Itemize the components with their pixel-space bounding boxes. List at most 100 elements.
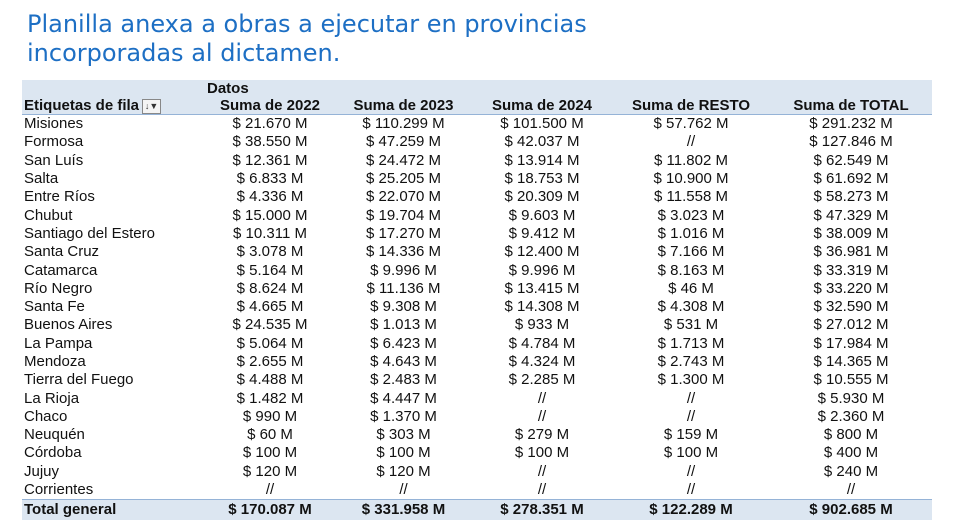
value-cell: $ 47.329 M: [813, 206, 889, 224]
value-cell: $ 10.900 M: [653, 170, 729, 188]
value-cell: $ 2.285 M: [508, 371, 576, 389]
value-cell: //: [686, 407, 696, 425]
group-header-row: Datos: [22, 80, 932, 97]
value-cell: $ 1.016 M: [657, 224, 725, 242]
value-cell: $ 240 M: [823, 462, 879, 480]
table-row: Chaco $ 990 M $ 1.370 M // // $ 2.360 M: [22, 408, 932, 426]
value-cell: $ 100 M: [514, 444, 570, 462]
value-cell: $ 331.958 M: [335, 499, 472, 521]
value-cell: $ 22.070 M: [365, 188, 442, 206]
value-cell: $ 27.012 M: [813, 316, 889, 334]
table-row: San Luís $ 12.361 M $ 24.472 M $ 13.914 M $ …: [22, 152, 932, 170]
table-row: Río Negro $ 8.624 M $ 11.136 M $ 13.415 M $ …: [22, 280, 932, 298]
value-cell: $ 7.166 M: [657, 243, 725, 261]
value-cell: $ 15.000 M: [232, 206, 308, 224]
value-cell: $ 9.996 M: [508, 261, 576, 279]
value-cell: $ 17.984 M: [813, 334, 889, 352]
value-cell: $ 2.483 M: [370, 371, 437, 389]
value-cell: $ 8.624 M: [236, 279, 304, 297]
value-cell: $ 24.535 M: [232, 316, 308, 334]
value-cell: $ 33.220 M: [813, 279, 889, 297]
value-cell: $ 13.914 M: [504, 151, 580, 169]
value-cell: //: [686, 389, 696, 407]
value-cell: $ 110.299 M: [362, 115, 445, 133]
row-label: Chubut: [24, 206, 73, 224]
value-cell: $ 12.400 M: [504, 243, 580, 261]
value-cell: $ 47.259 M: [365, 133, 442, 151]
table-row: Formosa $ 38.550 M $ 47.259 M $ 42.037 M // $…: [22, 133, 932, 151]
value-cell: $ 279 M: [514, 426, 570, 444]
value-cell: $ 9.603 M: [508, 206, 576, 224]
value-cell: $ 2.360 M: [817, 407, 885, 425]
value-cell: $ 58.273 M: [813, 188, 889, 206]
value-cell: $ 1.370 M: [370, 407, 437, 425]
value-cell: $ 1.482 M: [236, 389, 304, 407]
row-label: Neuquén: [24, 426, 85, 444]
value-cell: $ 13.415 M: [504, 279, 580, 297]
value-cell: $ 4.324 M: [508, 353, 576, 370]
value-cell: //: [265, 481, 275, 499]
value-cell: $ 4.308 M: [657, 298, 725, 316]
row-label: Total general: [22, 499, 205, 521]
row-label: San Luís: [24, 151, 84, 169]
row-label: Santa Cruz: [24, 243, 100, 261]
value-cell: $ 14.336 M: [365, 243, 442, 261]
column-header: Suma de 2022: [205, 97, 335, 115]
value-cell: $ 4.665 M: [236, 298, 304, 316]
sort-filter-icon[interactable]: ↓▼: [142, 98, 162, 114]
value-cell: $ 990 M: [242, 407, 298, 425]
title-line-2: incorporadas al dictamen.: [27, 39, 341, 67]
value-cell: $ 531 M: [663, 316, 719, 334]
value-cell: $ 18.753 M: [504, 170, 580, 188]
table-row: Buenos Aires $ 24.535 M $ 1.013 M $ 933 M $ …: [22, 316, 932, 334]
value-cell: $ 21.670 M: [232, 115, 308, 133]
table-row: Santa Cruz $ 3.078 M $ 14.336 M $ 12.400 M $…: [22, 243, 932, 261]
value-cell: $ 127.846 M: [809, 133, 893, 151]
value-cell: $ 11.136 M: [366, 279, 441, 297]
value-cell: $ 33.319 M: [813, 261, 889, 279]
value-cell: $ 303 M: [376, 426, 431, 444]
value-cell: $ 278.351 M: [472, 499, 612, 521]
value-cell: //: [399, 481, 408, 499]
value-cell: $ 42.037 M: [504, 133, 580, 151]
title-line-1: Planilla anexa a obras a ejecutar en pro…: [27, 10, 587, 38]
value-cell: $ 4.488 M: [236, 371, 304, 389]
table-row: La Pampa $ 5.064 M $ 6.423 M $ 4.784 M $ 1.7…: [22, 335, 932, 353]
row-label: Formosa: [24, 133, 84, 151]
value-cell: $ 100 M: [663, 444, 719, 462]
value-cell: $ 101.500 M: [500, 115, 584, 133]
value-cell: $ 25.205 M: [365, 170, 442, 188]
value-cell: $ 4.336 M: [236, 188, 304, 206]
value-cell: $ 159 M: [663, 426, 719, 444]
row-label: Río Negro: [24, 279, 93, 297]
row-label: Chaco: [24, 407, 68, 425]
value-cell: $ 4.447 M: [370, 389, 437, 407]
value-cell: $ 38.550 M: [232, 133, 308, 151]
table-row: Santa Fe $ 4.665 M $ 9.308 M $ 14.308 M $ 4.…: [22, 298, 932, 316]
table-row: Chubut $ 15.000 M $ 19.704 M $ 9.603 M $ 3.0…: [22, 206, 932, 224]
value-cell: $ 100 M: [242, 444, 298, 462]
row-label: Entre Ríos: [24, 188, 95, 206]
value-cell: $ 20.309 M: [504, 188, 580, 206]
value-cell: $ 14.308 M: [504, 298, 580, 316]
value-cell: //: [686, 133, 696, 151]
page-title: Planilla anexa a obras a ejecutar en pro…: [27, 10, 587, 68]
total-row: Total general $ 170.087 M $ 331.958 M $ 278…: [22, 499, 932, 521]
value-cell: $ 170.087 M: [205, 499, 335, 521]
value-cell: $ 14.365 M: [813, 353, 889, 370]
value-cell: //: [537, 481, 547, 499]
table-row: Jujuy $ 120 M $ 120 M // // $ 240 M: [22, 463, 932, 481]
row-label-header: Etiquetas de fila ↓▼: [22, 97, 205, 115]
table-row: Misiones $ 21.670 M $ 110.299 M $ 101.500 M…: [22, 115, 932, 134]
row-label: Jujuy: [24, 462, 60, 480]
value-cell: $ 120 M: [376, 462, 431, 480]
value-cell: $ 5.164 M: [236, 261, 304, 279]
row-label: Mendoza: [24, 353, 86, 370]
row-label: La Rioja: [24, 389, 80, 407]
row-label: Catamarca: [24, 261, 98, 279]
value-cell: $ 9.996 M: [370, 261, 437, 279]
value-cell: $ 5.930 M: [817, 389, 885, 407]
value-cell: $ 1.300 M: [657, 371, 725, 389]
row-label: Tierra del Fuego: [24, 371, 134, 389]
row-label: Misiones: [24, 115, 84, 133]
